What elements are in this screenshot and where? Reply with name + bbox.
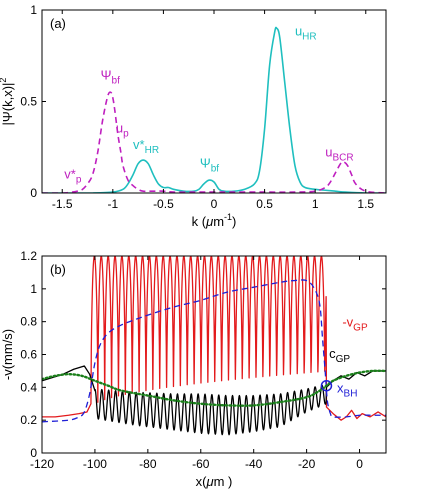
panel-b-annotations: -vGP cGP xBH: [320, 315, 368, 399]
series-line-green-dotted: [42, 369, 386, 407]
panel-b-ytick-label: 0.8: [20, 315, 37, 329]
panel-a-ticks: -1.5 -1 -0.5 0 0.5 1 1.5 0 0.5 1: [20, 3, 386, 211]
panel-b-ytick-label: 0.6: [20, 348, 37, 362]
panel-a-xtick-label: -1: [107, 197, 118, 211]
panel-b-plot-area: [42, 256, 386, 436]
panel-b: -120 -100 -80 -60 -40 -20 0 0 0.2 0.4 0.6 0.8 1 1.2 -…: [0, 249, 387, 489]
panel-a-annotations: Ψbf v*p upv*HR Ψbf uHR uBCR: [64, 24, 353, 186]
panel-b-ytick-label: 0: [30, 446, 37, 460]
panel-b-xtick-label: -80: [139, 457, 157, 471]
panel-b-ylabel: -v(mm/s): [0, 329, 15, 380]
panel-b-xtick-label: -40: [245, 457, 263, 471]
annotation-u-bcr: uBCR: [325, 144, 353, 163]
annotation-c-gp-label: cGP: [329, 346, 350, 365]
panel-b-label: (b): [50, 262, 66, 277]
panel-a-ylabel-base: |Ψ(k,x)|: [0, 83, 15, 126]
panel-a-xtick-label: 0: [211, 197, 218, 211]
panel-a-xlabel-sup: -1: [224, 212, 232, 222]
panel-b-xlabel-mu: μ: [205, 474, 213, 489]
annotation-v-star-hr: v*HR: [133, 137, 159, 156]
series-line-v-gp: [42, 256, 386, 421]
series-line-magenta-dashed: [42, 91, 386, 193]
panel-a-xlabel: k (μm-1): [192, 212, 237, 229]
panel-a-xtick-label: -0.5: [153, 197, 174, 211]
panel-b-xtick-label: -20: [298, 457, 316, 471]
panel-a-xlabel-post: ): [232, 214, 236, 229]
panel-a-xlabel-unit: m: [213, 214, 224, 229]
panel-b-xtick-label: -60: [192, 457, 210, 471]
annotation-u-hr: uHR: [295, 24, 317, 43]
annotation-psi-bf-left: Ψbf: [101, 68, 120, 87]
series-line-c-gp: [42, 365, 386, 436]
panel-a-xlabel-pre: k (: [192, 214, 207, 229]
annotation-v-star-p: v*p: [64, 166, 82, 185]
panel-a-frame: [41, 9, 387, 194]
annotation-x-bh: xBH: [337, 380, 357, 399]
panel-b-ytick-label: 1: [30, 282, 37, 296]
panel-b-xtick-label: -100: [83, 457, 107, 471]
marker-blue-circle: [320, 379, 333, 392]
annotation-neg-v-gp: -vGP: [342, 315, 368, 334]
series-line-blue-dashed: [42, 279, 386, 423]
panel-b-ytick-label: 1.2: [20, 249, 37, 263]
panel-a-xtick-label: -1.5: [52, 197, 73, 211]
panel-a-xtick-label: 1.5: [357, 197, 374, 211]
panel-a-xlabel-mu: μ: [205, 214, 213, 229]
panel-b-ytick-label: 0.4: [20, 380, 37, 394]
panel-b-xlabel: x(μm ): [196, 474, 233, 489]
panel-a: -1.5 -1 -0.5 0 0.5 1 1.5 0 0.5 1 Ψbf v*p upv*HR Ψbf u…: [0, 3, 387, 229]
panel-b-xlabel-unit: m: [214, 474, 225, 489]
panel-a-plot-area: [42, 26, 386, 193]
panel-a-ytick-label: 1: [30, 3, 37, 17]
panel-b-xlabel-post: ): [224, 474, 232, 489]
panel-b-ticks: -120 -100 -80 -60 -40 -20 0 0 0.2 0.4 0.6 0.8 1 1.2: [20, 249, 386, 471]
annotation-psi-bf-mid: Ψbf: [200, 155, 219, 174]
panel-b-xtick-label: 0: [356, 457, 363, 471]
panel-a-ylabel: |Ψ(k,x)|2: [0, 78, 15, 126]
panel-a-ylabel-sup: 2: [0, 78, 8, 83]
panel-a-xtick-label: 1: [312, 197, 319, 211]
annotation-u-p: up: [116, 121, 129, 140]
panel-b-ytick-label: 0.2: [20, 413, 37, 427]
panel-b-frame: [41, 255, 387, 454]
panel-a-ytick-label: 0.5: [20, 95, 37, 109]
panel-b-xlabel-pre: x(: [196, 474, 208, 489]
series-line-cyan-solid: [42, 26, 386, 193]
panel-b-xtick-label: -120: [30, 457, 54, 471]
panel-a-xtick-label: 0.5: [256, 197, 273, 211]
panel-a-label: (a): [50, 16, 66, 31]
panel-a-ytick-label: 0: [30, 186, 37, 200]
